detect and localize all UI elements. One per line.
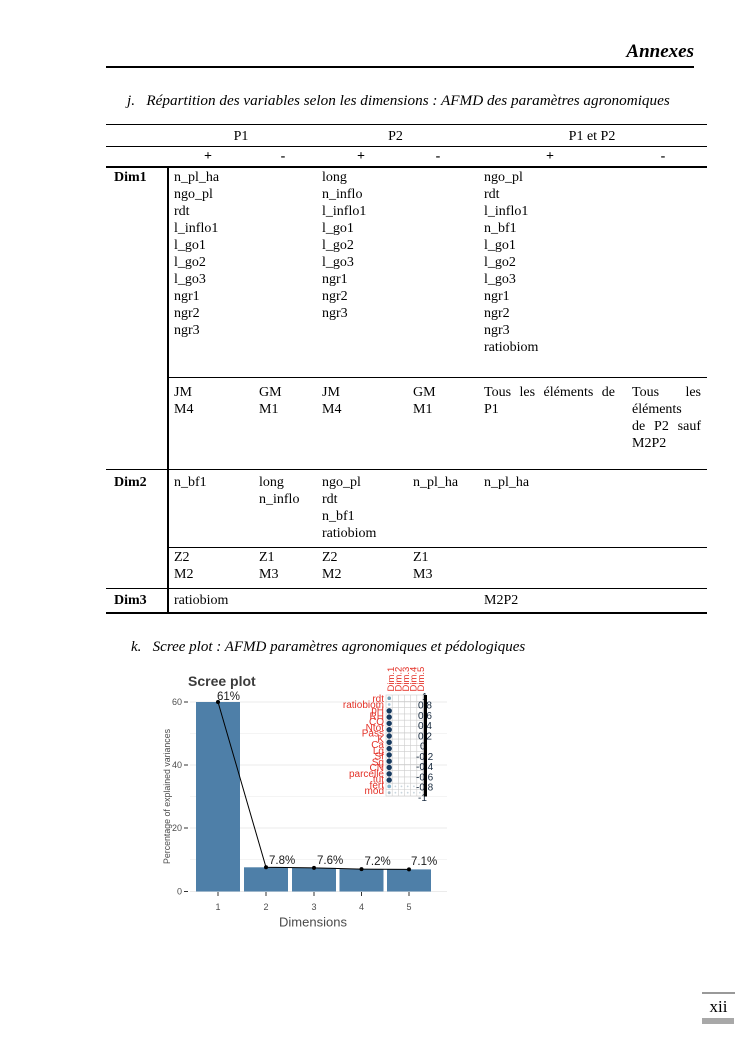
svg-text:-1: -1 — [418, 793, 427, 804]
svg-text:CO: CO — [369, 717, 384, 728]
svg-text:rdt: rdt — [372, 694, 384, 705]
svg-text:mod: mod — [365, 786, 384, 797]
svg-text:4: 4 — [359, 902, 364, 912]
svg-text:7.6%: 7.6% — [317, 855, 343, 867]
svg-text:7.8%: 7.8% — [269, 855, 295, 867]
svg-text:5: 5 — [406, 902, 411, 912]
svg-text:61%: 61% — [217, 691, 240, 703]
svg-text:3: 3 — [311, 902, 316, 912]
svg-text:Dim.3: Dim.3 — [401, 667, 412, 692]
svg-text:tut: tut — [373, 775, 384, 786]
svg-text:0: 0 — [420, 742, 426, 753]
svg-text:Scree plot: Scree plot — [188, 673, 256, 689]
svg-text:7.1%: 7.1% — [411, 856, 437, 868]
svg-text:Dim.2: Dim.2 — [394, 667, 405, 692]
svg-text:CN: CN — [370, 763, 384, 774]
svg-text:60: 60 — [172, 697, 182, 707]
svg-text:parcelle: parcelle — [349, 769, 384, 780]
svg-text:Pass: Pass — [362, 729, 384, 740]
svg-text:Lg: Lg — [373, 746, 384, 757]
svg-text:Dim.5: Dim.5 — [416, 667, 427, 692]
svg-text:40: 40 — [172, 760, 182, 770]
svg-text:Sg: Sg — [372, 757, 384, 768]
svg-text:ratiobiom: ratiobiom — [343, 700, 384, 711]
svg-text:0: 0 — [177, 887, 182, 897]
svg-text:Dimensions: Dimensions — [279, 915, 347, 930]
svg-text:pH: pH — [371, 706, 384, 717]
svg-text:Percentage of explained varian: Percentage of explained variances — [162, 728, 172, 864]
svg-text:RH: RH — [370, 711, 384, 722]
svg-text:Dim.4: Dim.4 — [409, 667, 420, 692]
svg-text:Dim.1: Dim.1 — [386, 667, 397, 692]
svg-text:1: 1 — [215, 902, 220, 912]
svg-text:20: 20 — [172, 823, 182, 833]
svg-text:7.2%: 7.2% — [365, 856, 391, 868]
svg-text:Ca: Ca — [371, 740, 384, 751]
svg-text:fert: fert — [370, 780, 385, 791]
svg-text:Ntot: Ntot — [366, 723, 385, 734]
svg-text:K: K — [377, 734, 384, 745]
svg-text:Sf: Sf — [375, 752, 385, 763]
svg-text:2: 2 — [263, 902, 268, 912]
